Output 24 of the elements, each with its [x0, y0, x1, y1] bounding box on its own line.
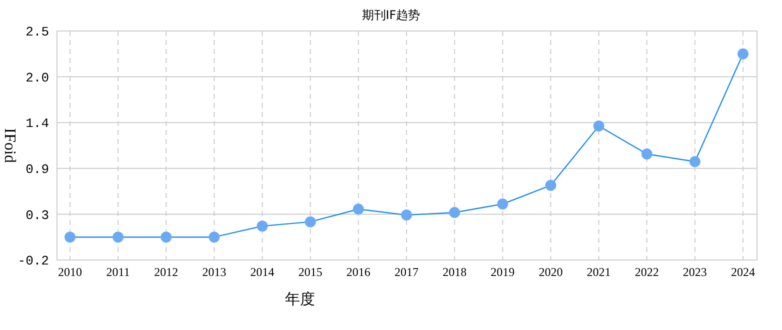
y-axis-title: IFoid: [1, 128, 18, 163]
x-tick-label: 2015: [298, 265, 322, 279]
y-tick-label: 2.0: [26, 70, 49, 86]
x-tick-label: 2024: [731, 265, 755, 279]
x-tick-label: 2017: [394, 265, 418, 279]
x-tick-label: 2010: [58, 265, 82, 279]
y-tick-label: 0.9: [26, 162, 49, 177]
x-tick-label: 2018: [442, 265, 467, 279]
y-tick-label: 1.4: [26, 116, 50, 132]
x-tick-label: 2023: [682, 265, 707, 279]
y-tick-label: -0.2: [18, 254, 49, 269]
x-tick-label: 2022: [634, 265, 659, 279]
y-tick-label: 0.3: [26, 208, 49, 223]
chart-title: 期刊IF趋势: [362, 8, 420, 22]
y-tick-label: 2.5: [26, 24, 49, 40]
x-tick-label: 2012: [154, 265, 178, 279]
x-tick-label: 2011: [106, 265, 130, 279]
x-tick-label: 2014: [250, 265, 274, 279]
x-tick-label: 2020: [538, 265, 563, 279]
x-axis-title: 年度: [285, 290, 315, 308]
x-tick-label: 2016: [346, 265, 370, 279]
x-tick-label: 2021: [586, 265, 611, 279]
x-tick-label: 2013: [202, 265, 226, 279]
x-tick-label: 2019: [490, 265, 515, 279]
